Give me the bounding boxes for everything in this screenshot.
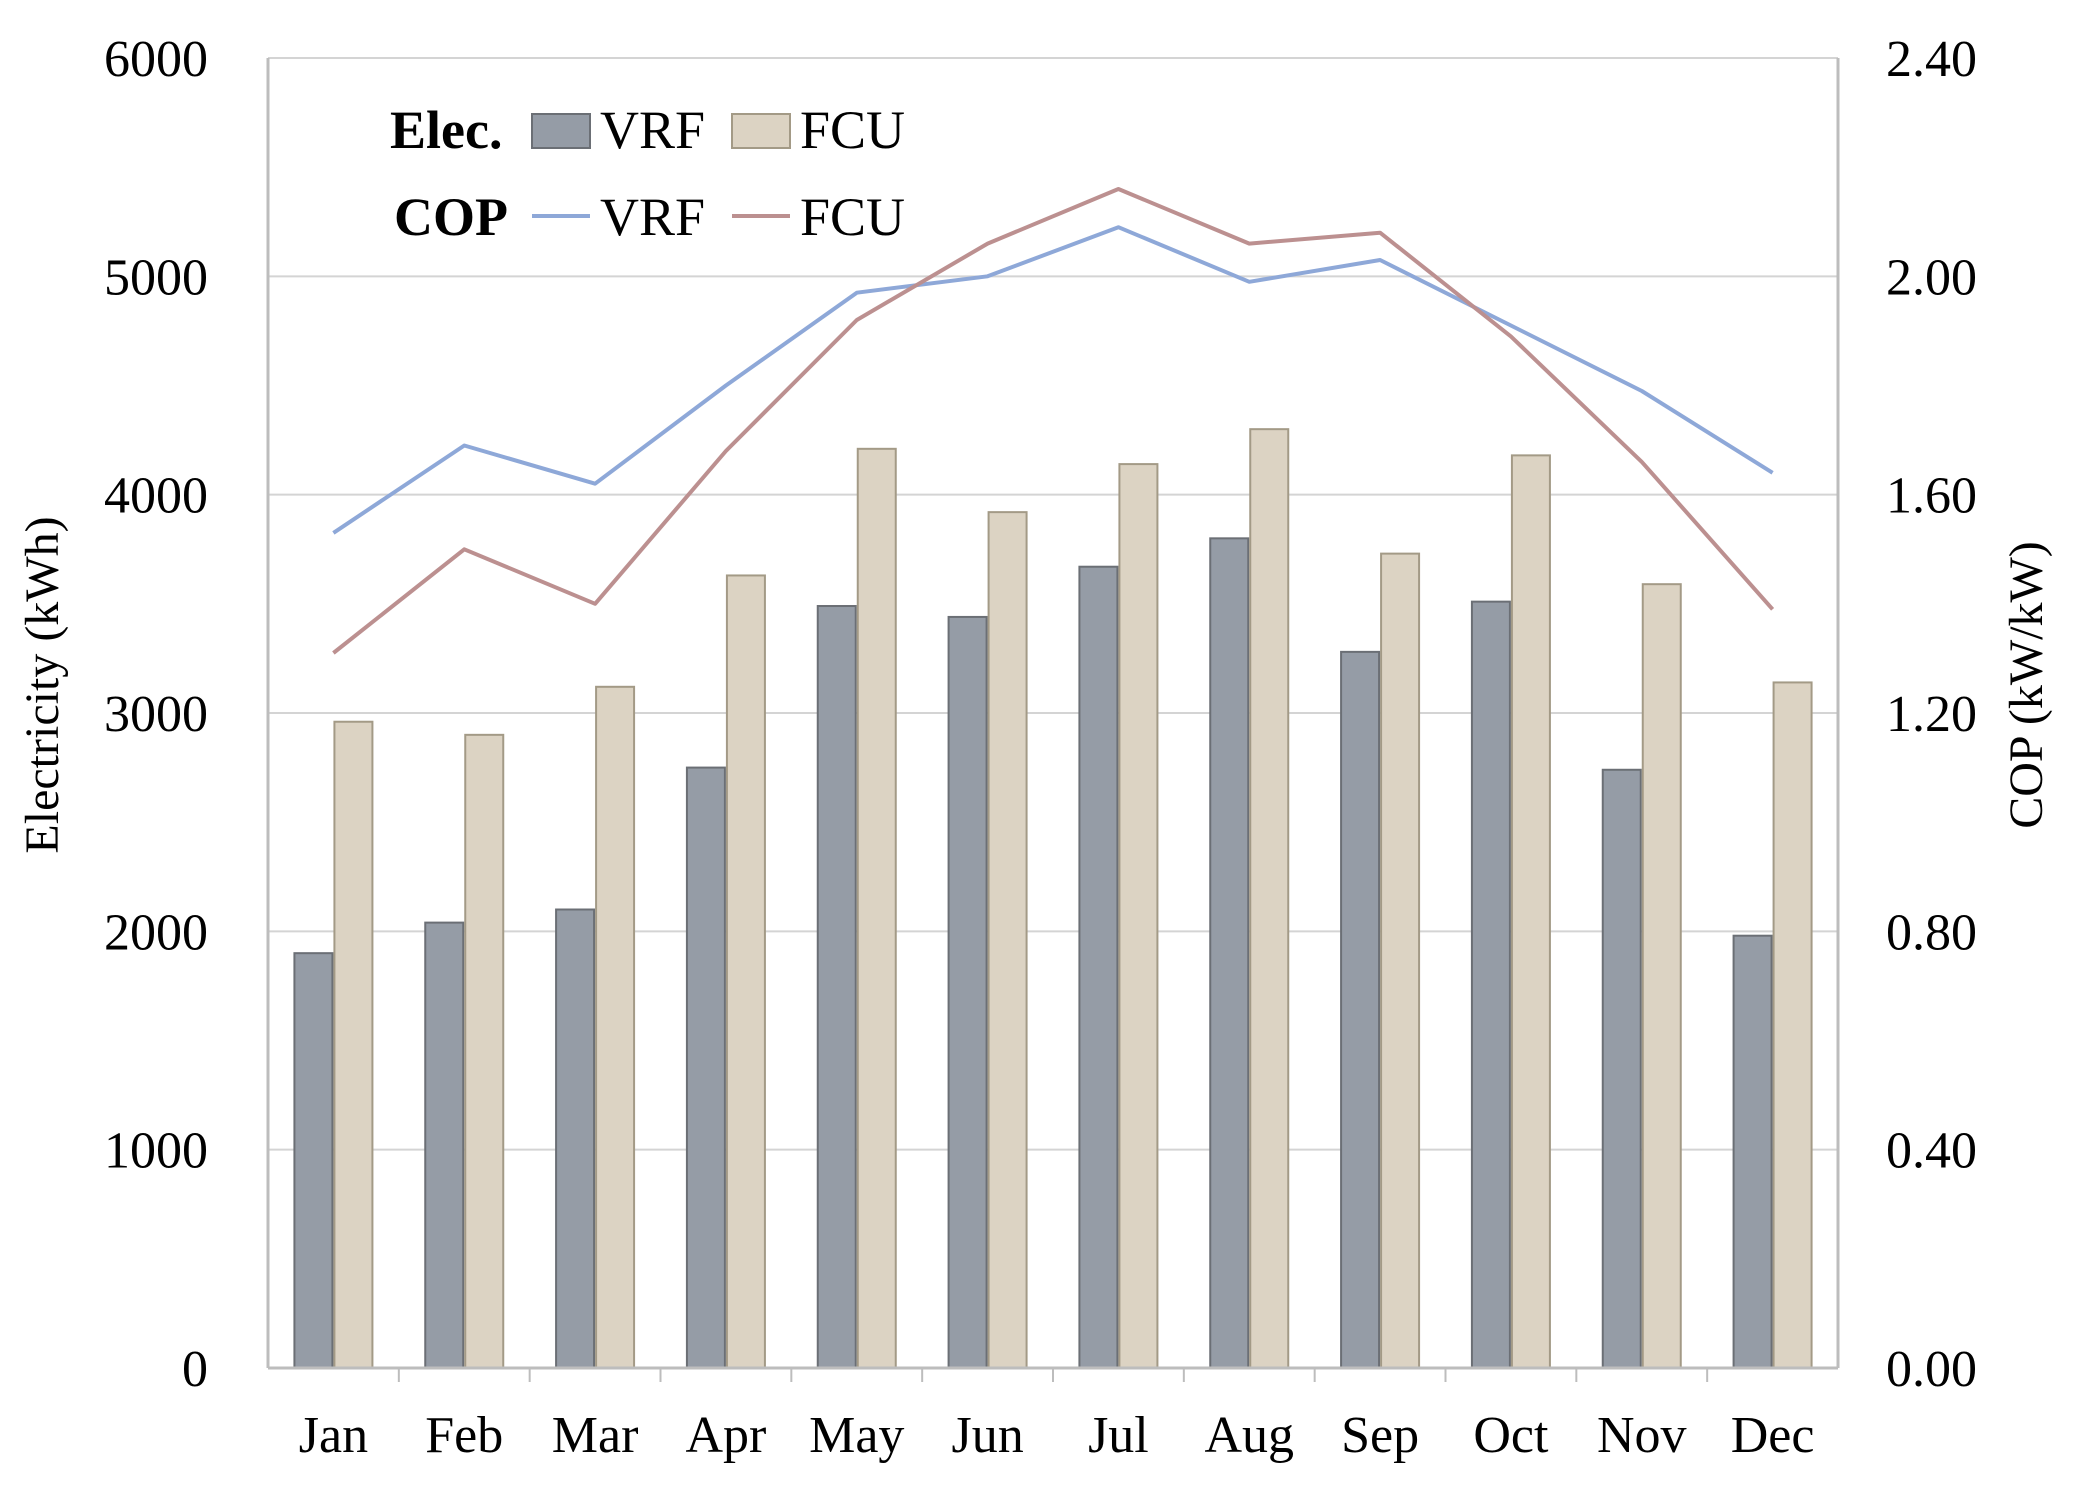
y-tick-label: 2000 [104, 904, 208, 961]
bar-vrf-dec [1732, 934, 1773, 1369]
axes [266, 58, 1840, 1382]
bar-vrf-aug [1209, 537, 1250, 1369]
bar-fcu-may [856, 447, 897, 1370]
bar-vrf-apr [685, 766, 726, 1369]
legend-label-fcu-bar: FCU [800, 100, 905, 160]
bar-vrf-nov [1601, 768, 1642, 1369]
bar-vrf-mar [555, 908, 596, 1369]
line-series-vrf [332, 225, 1774, 535]
x-tick-label-apr: Apr [685, 1407, 766, 1464]
y-tick-label: 4000 [104, 468, 208, 525]
bar-vrf-may [816, 605, 857, 1369]
bar-fcu-nov [1641, 583, 1682, 1369]
bar-fcu-dec [1772, 681, 1813, 1369]
y2-tick-label: 2.40 [1886, 31, 1977, 88]
bar-fcu-oct [1510, 454, 1551, 1370]
y2-tick-label: 0.40 [1886, 1123, 1977, 1180]
legend-label-fcu-line: FCU [800, 187, 905, 247]
x-tick-label-may: May [809, 1407, 904, 1464]
y2-tick-label: 0.00 [1886, 1341, 1977, 1398]
y-tick-label: 0 [182, 1341, 208, 1398]
bar-fcu-feb [464, 733, 505, 1369]
x-tick-label-mar: Mar [552, 1407, 639, 1464]
bar-fcu-jul [1118, 463, 1159, 1370]
x-tick-label-dec: Dec [1731, 1407, 1815, 1464]
bar-fcu-apr [725, 574, 766, 1369]
y2-axis-title: COP (kW/kW) [2000, 541, 2053, 829]
bar-vrf-sep [1340, 650, 1381, 1369]
line-series-group [332, 187, 1775, 655]
line-series-fcu [332, 187, 1775, 655]
tick-labels: 0 1000 2000 3000 4000 5000 6000 0.00 0.40 0.80 1.2… [104, 31, 1977, 1464]
x-tick-label-nov: Nov [1597, 1407, 1687, 1464]
bar-vrf-oct [1470, 600, 1511, 1369]
legend-label-vrf-bar: VRF [600, 100, 705, 160]
bar-vrf-jul [1078, 565, 1119, 1369]
x-tick-label-aug: Aug [1204, 1407, 1294, 1464]
x-tick-label-sep: Sep [1341, 1407, 1419, 1464]
bar-vrf-feb [424, 921, 465, 1369]
y-tick-label: 6000 [104, 31, 208, 88]
grid-lines [268, 57, 1838, 1151]
y-tick-label: 1000 [104, 1123, 208, 1180]
y2-tick-label: 0.80 [1886, 904, 1977, 961]
x-tick-label-oct: Oct [1473, 1407, 1549, 1464]
legend-swatch-vrf-bar [531, 113, 591, 149]
bar-fcu-aug [1249, 428, 1290, 1369]
y-tick-label: 5000 [104, 249, 208, 306]
bar-fcu-mar [595, 685, 636, 1369]
y-axis-title: Electricity (kWh) [16, 516, 69, 853]
legend-swatch-fcu-bar [731, 113, 791, 149]
legend: Elec. VRF FCU COP VRF FCU [390, 100, 905, 247]
legend-cop-label: COP [394, 187, 508, 247]
y2-tick-label: 1.60 [1886, 468, 1977, 525]
bar-fcu-sep [1380, 552, 1421, 1369]
x-tick-label-jun: Jun [951, 1407, 1023, 1464]
bar-vrf-jun [947, 615, 988, 1369]
bar-series-group [293, 428, 1813, 1370]
y2-tick-label: 1.20 [1886, 686, 1977, 743]
x-tick-label-feb: Feb [425, 1407, 503, 1464]
bar-vrf-jan [293, 952, 334, 1370]
y2-tick-label: 2.00 [1886, 249, 1977, 306]
bar-fcu-jun [987, 511, 1028, 1369]
legend-label-vrf-line: VRF [600, 187, 705, 247]
bar-fcu-jan [333, 720, 374, 1369]
x-tick-label-jan: Jan [299, 1407, 368, 1464]
y-tick-label: 3000 [104, 686, 208, 743]
legend-elec-label: Elec. [390, 100, 502, 160]
x-tick-label-jul: Jul [1088, 1407, 1149, 1464]
